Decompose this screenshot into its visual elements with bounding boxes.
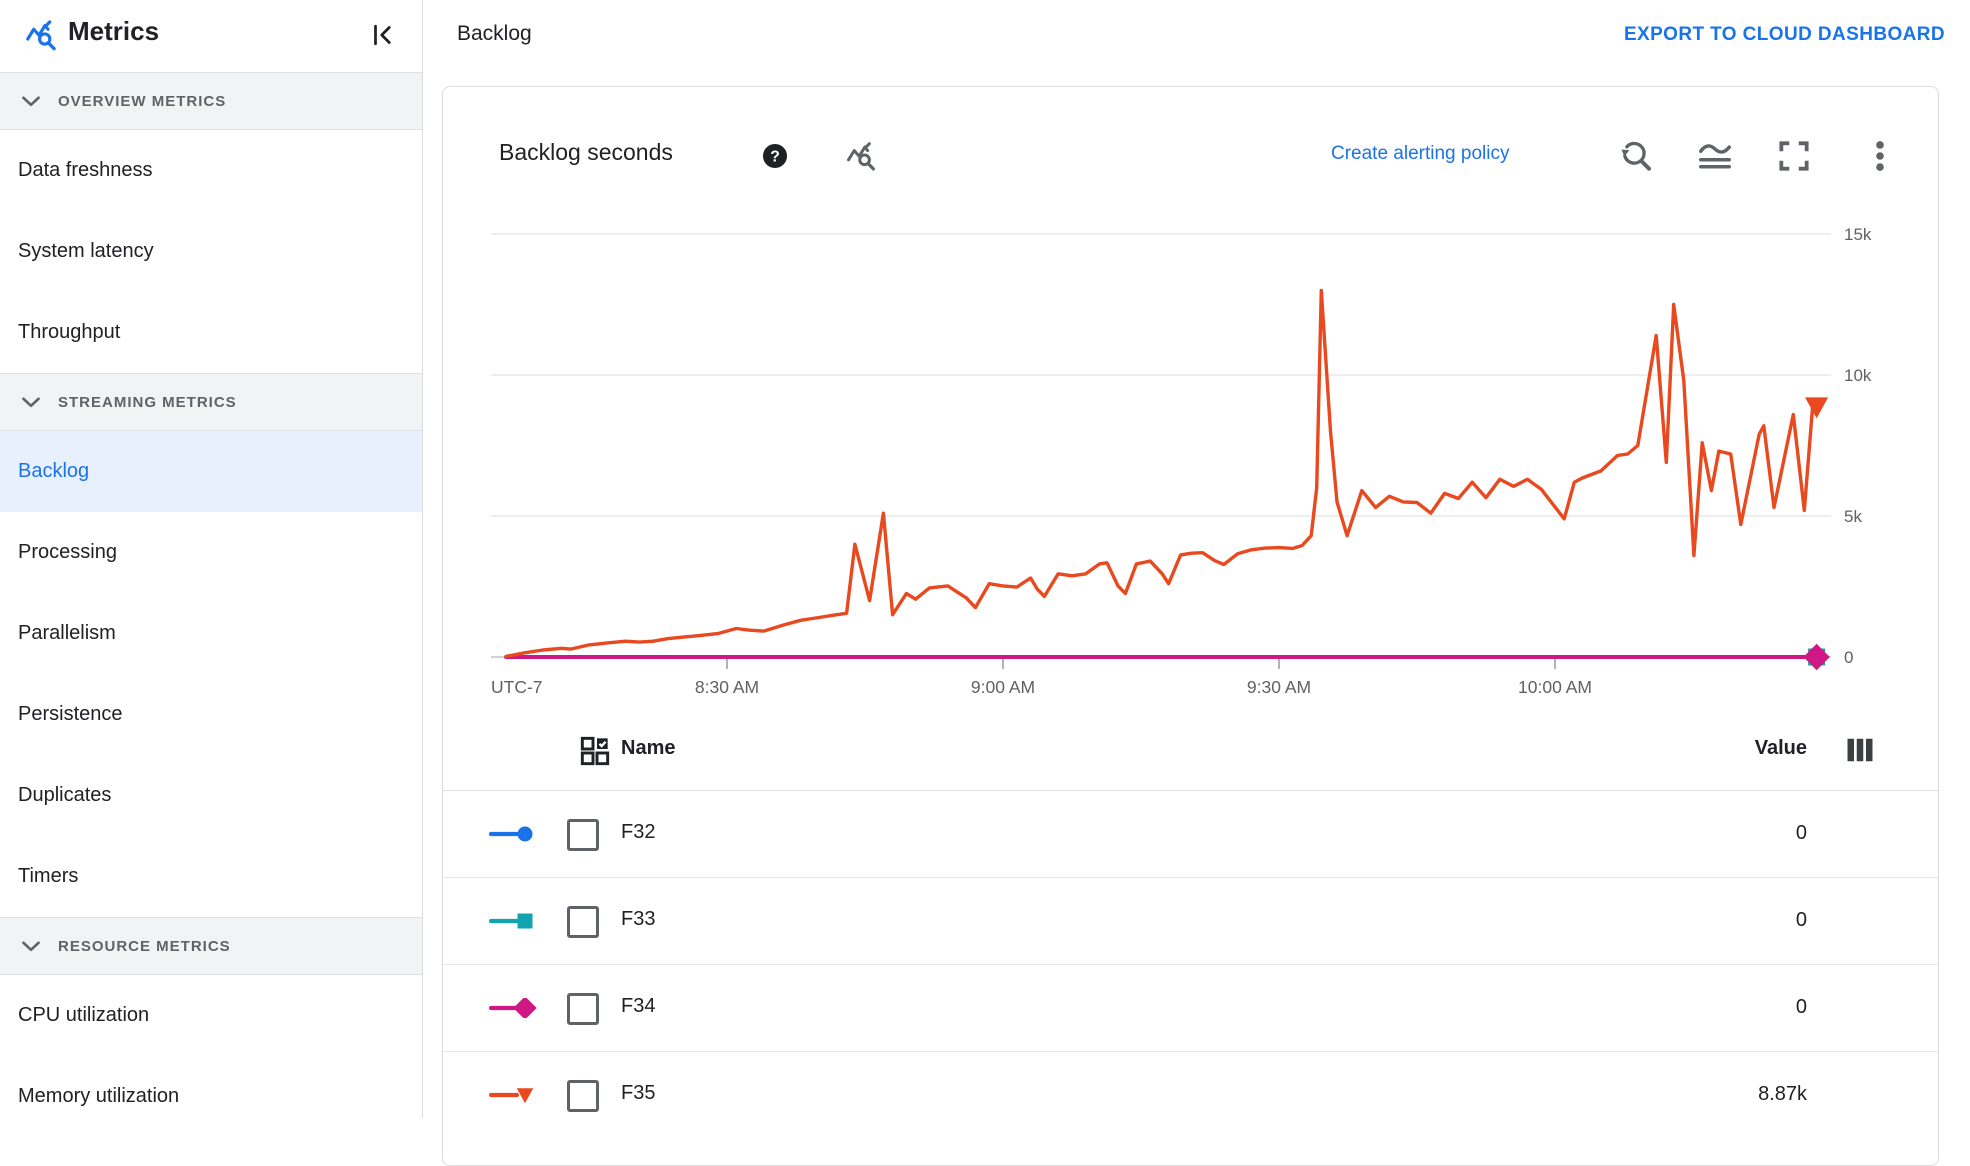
- section-label: RESOURCE METRICS: [58, 937, 231, 955]
- svg-text:9:30 AM: 9:30 AM: [1247, 677, 1311, 697]
- section-label: STREAMING METRICS: [58, 393, 237, 411]
- series-checkbox[interactable]: [567, 906, 599, 938]
- series-value: 0: [1795, 996, 1807, 1018]
- series-checkbox[interactable]: [567, 1080, 599, 1112]
- series-name: F34: [621, 995, 656, 1017]
- chart-card-header: Backlog seconds ? Create alerting p: [443, 87, 1938, 171]
- columns-icon[interactable]: [1843, 735, 1877, 765]
- sidebar-item-backlog[interactable]: Backlog: [0, 431, 422, 512]
- name-column-header[interactable]: Name: [621, 737, 676, 759]
- series-value: 8.87k: [1758, 1083, 1807, 1105]
- series-name: F35: [621, 1082, 656, 1104]
- chart-card: Backlog seconds ? Create alerting p: [442, 86, 1939, 1166]
- section-header-streaming-metrics[interactable]: STREAMING METRICS: [0, 373, 422, 431]
- sidebar: Metrics OVERVIEW METRICS Data freshness Sy…: [0, 0, 423, 1118]
- help-icon[interactable]: ?: [761, 142, 789, 170]
- topbar: Backlog EXPORT TO CLOUD DASHBOARD: [423, 0, 1970, 72]
- svg-text:?: ?: [770, 149, 780, 166]
- select-all-series-icon[interactable]: [579, 735, 611, 767]
- more-options-kebab-icon[interactable]: [1861, 137, 1899, 175]
- series-marker-icon: [488, 996, 537, 1020]
- chart-title: Backlog seconds: [499, 139, 673, 165]
- sidebar-item-parallelism[interactable]: Parallelism: [18, 622, 116, 644]
- table-row-f34[interactable]: F34 0: [443, 964, 1938, 1051]
- sidebar-item-duplicates[interactable]: Duplicates: [18, 784, 112, 806]
- sidebar-item-persistence[interactable]: Persistence: [18, 703, 123, 725]
- backlog-line-chart[interactable]: 0 5k 10k 15k 8:30 AM 9:00 AM 9:30 AM 10:00 AM UT…: [467, 171, 1927, 721]
- series-name: F32: [621, 821, 656, 843]
- page-title: Backlog: [457, 22, 532, 45]
- table-row-f32[interactable]: F32 0: [443, 791, 1938, 877]
- table-row-f33[interactable]: F33 0: [443, 877, 1938, 964]
- section-label: OVERVIEW METRICS: [58, 92, 227, 110]
- chart-display-options-icon[interactable]: [1696, 137, 1734, 175]
- series-value: 0: [1795, 909, 1807, 931]
- chevron-down-icon: [18, 88, 44, 114]
- section-header-resource-metrics[interactable]: RESOURCE METRICS: [0, 917, 422, 975]
- sidebar-item-throughput[interactable]: Throughput: [18, 321, 121, 343]
- collapse-sidebar-button[interactable]: [368, 20, 398, 50]
- export-to-cloud-dashboard-link[interactable]: EXPORT TO CLOUD DASHBOARD: [1623, 24, 1945, 45]
- series-checkbox[interactable]: [567, 819, 599, 851]
- series-name: F33: [621, 908, 656, 930]
- main-area: Backlog EXPORT TO CLOUD DASHBOARD Backlo…: [423, 0, 1970, 1166]
- sidebar-item-cpu-utilization[interactable]: CPU utilization: [18, 1004, 150, 1026]
- view-in-metrics-explorer-icon[interactable]: [845, 140, 879, 174]
- series-marker-icon: [488, 1085, 537, 1105]
- svg-text:5k: 5k: [1844, 507, 1862, 526]
- metrics-explorer-icon: [24, 18, 60, 54]
- legend-table-header: Name Value: [443, 711, 1938, 791]
- chevron-down-icon: [18, 933, 44, 959]
- series-checkbox[interactable]: [567, 993, 599, 1025]
- sidebar-item-timers[interactable]: Timers: [18, 865, 79, 887]
- sidebar-item-system-latency[interactable]: System latency: [18, 240, 154, 262]
- value-column-header[interactable]: Value: [1754, 737, 1807, 759]
- svg-text:9:00 AM: 9:00 AM: [971, 677, 1035, 697]
- svg-text:15k: 15k: [1844, 225, 1872, 244]
- fullscreen-icon[interactable]: [1775, 137, 1813, 175]
- svg-text:10k: 10k: [1844, 366, 1872, 385]
- section-header-overview-metrics[interactable]: OVERVIEW METRICS: [0, 72, 422, 130]
- series-value: 0: [1795, 822, 1807, 844]
- series-marker-icon: [488, 911, 537, 931]
- svg-text:0: 0: [1844, 648, 1853, 667]
- sidebar-item-memory-utilization[interactable]: Memory utilization: [18, 1085, 180, 1107]
- sidebar-sections: OVERVIEW METRICS Data freshness System lat…: [0, 72, 422, 1137]
- series-marker-icon: [488, 824, 537, 844]
- svg-text:8:30 AM: 8:30 AM: [695, 677, 759, 697]
- sidebar-header: Metrics: [0, 0, 422, 72]
- zoom-reset-icon[interactable]: [1618, 137, 1656, 175]
- chevron-down-icon: [18, 389, 44, 415]
- sidebar-title: Metrics: [68, 16, 160, 46]
- sidebar-item-processing[interactable]: Processing: [18, 541, 117, 563]
- table-row-f35[interactable]: F35 8.87k: [443, 1051, 1938, 1138]
- legend-table-body: F32 0 F33 0 F34 0 F35 8.87k: [443, 791, 1938, 1138]
- collapse-panel-icon: [368, 24, 398, 53]
- sidebar-item-data-freshness[interactable]: Data freshness: [18, 159, 153, 181]
- create-alerting-policy-link[interactable]: Create alerting policy: [1331, 143, 1510, 164]
- svg-text:UTC-7: UTC-7: [491, 677, 543, 697]
- svg-text:10:00 AM: 10:00 AM: [1518, 677, 1592, 697]
